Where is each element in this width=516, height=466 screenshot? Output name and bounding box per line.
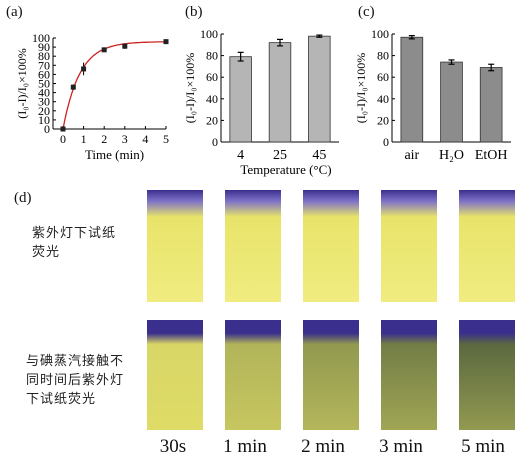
strip-iodine-2 (225, 320, 281, 430)
a-ytick-label: 80 (38, 49, 50, 63)
a-ytick-label: 90 (38, 40, 50, 54)
b-ytick-label: 20 (206, 113, 218, 127)
a-ytick-label: 100 (32, 31, 50, 45)
b-ytick-label: 80 (206, 49, 218, 63)
b-ylabel: (I₀-I)/I₀×100% (183, 53, 197, 123)
a-ytick-label: 50 (38, 77, 50, 91)
chart-c: 0 20 40 60 80 100(I₀-I)/I₀×100% air H₂O EtOH (354, 27, 511, 163)
b-bar (268, 42, 292, 143)
c-bar (479, 67, 503, 143)
a-ytick-label: 30 (38, 95, 50, 109)
c-bar (440, 61, 463, 143)
a-xtick-label: 4 (142, 132, 148, 146)
a-ytick-label: 10 (38, 113, 50, 127)
a-ylabel: (I₀-I)/I₀×100% (15, 48, 29, 118)
strip-iodine-3 (303, 320, 359, 430)
a-data-point (60, 126, 66, 132)
strip-uv-2 (225, 190, 281, 302)
c-ytick-label: 0 (383, 135, 389, 149)
a-ytick-label: 60 (38, 67, 50, 81)
time-label-1: 30s (159, 436, 187, 457)
a-xtick-label: 0 (60, 132, 66, 146)
a-xlabel: Time (min) (85, 147, 144, 162)
c-category-label: EtOH (475, 148, 508, 163)
a-data-point (163, 39, 169, 45)
c-ytick-label: 20 (377, 113, 389, 127)
c-ylabel: (I₀-I)/I₀×100% (354, 53, 368, 123)
a-xtick-label: 2 (101, 132, 107, 146)
b-xlabel: Temperature (°C) (240, 162, 331, 177)
c-category-label: H₂O (439, 148, 464, 163)
a-data-point (70, 84, 76, 90)
strip-uv-1 (147, 190, 203, 302)
b-category-label: 25 (273, 148, 287, 163)
row1-caption: 紫外灯下试纸 荧光 (32, 226, 117, 260)
a-xtick-label: 5 (163, 132, 169, 146)
b-bar (308, 35, 331, 143)
b-ytick-label: 40 (206, 92, 218, 106)
b-category-label: 4 (237, 148, 244, 163)
a-data-point (122, 43, 128, 49)
c-ytick-label: 100 (371, 27, 389, 41)
a-ytick-label: 0 (44, 122, 50, 136)
strip-iodine-1 (147, 320, 203, 430)
panel-label-b: (b) (185, 4, 203, 20)
c-ytick-label: 40 (377, 92, 389, 106)
a-ytick-label: 40 (38, 86, 50, 100)
strip-uv-3 (303, 190, 359, 302)
c-bar (400, 36, 424, 143)
b-ytick-label: 60 (206, 70, 218, 84)
panel-label-a: (a) (6, 4, 23, 20)
strip-uv-4 (381, 190, 437, 302)
a-xtick-label: 1 (81, 132, 87, 146)
c-ytick-label: 60 (377, 70, 389, 84)
b-bar (229, 56, 252, 143)
strip-iodine-5 (459, 320, 515, 430)
b-category-label: 45 (312, 148, 326, 163)
strip-uv-5 (459, 190, 515, 302)
time-label-4: 3 min (379, 436, 423, 457)
panel-label-d: (d) (14, 190, 32, 206)
a-xtick-label: 3 (122, 132, 128, 146)
row2-caption: 与碘蒸汽接触不 同时间后紫外灯 下试纸荧光 (26, 354, 125, 407)
time-label-5: 5 min (461, 436, 505, 457)
a-ytick-label: 20 (38, 104, 50, 118)
a-fit-curve (62, 41, 166, 130)
a-ytick-label: 70 (38, 58, 50, 72)
panel-label-c: (c) (358, 4, 375, 20)
b-ytick-label: 0 (212, 135, 218, 149)
chart-b: 0 20 40 60 80 100(I₀-I)/I₀×100% 4 25 45Temperatu… (183, 27, 339, 177)
c-ytick-label: 80 (377, 49, 389, 63)
b-ytick-label: 100 (200, 27, 218, 41)
c-category-label: air (404, 148, 419, 163)
time-label-3: 2 min (301, 436, 345, 457)
a-data-point (101, 47, 107, 53)
time-label-2: 1 min (223, 436, 267, 457)
strip-iodine-4 (381, 320, 437, 430)
a-data-point (81, 66, 87, 72)
